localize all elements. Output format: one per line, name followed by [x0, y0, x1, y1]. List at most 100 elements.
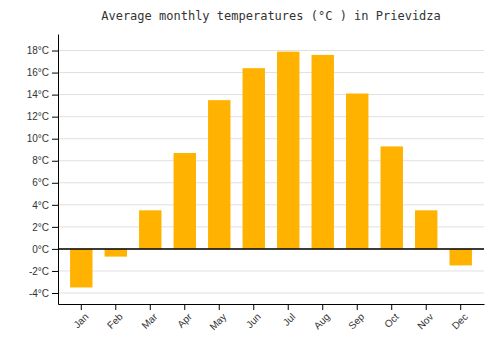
x-tick-mark [253, 304, 254, 310]
y-tick-mark [52, 139, 58, 140]
x-tick: May [207, 304, 228, 332]
bar [277, 52, 299, 249]
y-tick-label: 18°C [27, 45, 49, 56]
y-tick: 12°C [27, 111, 58, 122]
bar [243, 68, 265, 249]
y-tick: 10°C [27, 133, 58, 144]
y-tick: -4°C [29, 288, 58, 299]
bar [208, 100, 230, 249]
x-tick-label: May [207, 311, 228, 332]
x-tick-label: Sep [346, 311, 367, 332]
x-tick-label: Dec [450, 311, 470, 331]
plot-area: -4°C -2°C 0°C 2°C 4°C 6°C 8°C 10°C 12°C 14°C 16°C 1… [27, 35, 485, 333]
x-tick: Jul [281, 304, 298, 328]
y-tick-mark [52, 249, 58, 250]
y-tick: 2°C [32, 222, 58, 233]
grid-line [58, 94, 484, 95]
grid-line [58, 72, 484, 73]
zero-line [58, 248, 484, 250]
title: Average monthly temperatures (°C ) in Pr… [101, 9, 441, 23]
y-tick: 6°C [32, 177, 58, 188]
y-tick: 18°C [27, 45, 58, 56]
x-tick-mark [219, 304, 220, 310]
y-tick-label: 6°C [32, 177, 49, 188]
y-tick: 0°C [32, 244, 58, 255]
x-tick-mark [150, 304, 151, 310]
x-tick: Jun [244, 304, 263, 330]
x-tick-mark [391, 304, 392, 310]
bars [70, 52, 472, 288]
x-tick: Dec [450, 304, 470, 331]
y-tick-label: 0°C [32, 244, 49, 255]
y-tick-mark [52, 183, 58, 184]
grid-line [58, 116, 484, 117]
y-tick-label: 12°C [27, 111, 49, 122]
x-tick: Oct [382, 304, 401, 330]
x-tick-mark [426, 304, 427, 310]
x-tick-mark [184, 304, 185, 310]
x-tick-label: Jan [71, 311, 90, 330]
x-tick: Aug [312, 304, 332, 331]
bar [415, 210, 437, 249]
x-tick: Sep [346, 304, 367, 331]
y-tick-label: -2°C [29, 266, 49, 277]
x-tick-label: Feb [105, 311, 125, 331]
x-tick-mark [357, 304, 358, 310]
y-tick: 4°C [32, 200, 58, 211]
bar [312, 55, 334, 249]
y-tick-label: 8°C [32, 155, 49, 166]
y-tick: 8°C [32, 155, 58, 166]
x-tick: Mar [139, 304, 159, 331]
x-tick: Jan [71, 304, 90, 330]
x-tick-label: Aug [312, 311, 332, 331]
bar [346, 94, 368, 249]
grid-line [58, 204, 484, 205]
x-axis-line [59, 304, 485, 305]
y-tick: 14°C [27, 89, 58, 100]
x-tick: Feb [105, 304, 125, 331]
x-tick-mark [288, 304, 289, 310]
chart-container: -4°C -2°C 0°C 2°C 4°C 6°C 8°C 10°C 12°C 14°C 16°C 1… [0, 0, 500, 350]
x-tick-mark [115, 304, 116, 310]
y-tick-label: 2°C [32, 222, 49, 233]
x-tick-label: Apr [175, 311, 194, 330]
y-axis: -4°C -2°C 0°C 2°C 4°C 6°C 8°C 10°C 12°C 14°C 16°C 1… [27, 35, 59, 305]
x-tick-label: Jun [244, 311, 263, 330]
y-tick-mark [52, 227, 58, 228]
x-tick-label: Jul [281, 311, 298, 328]
grid [58, 51, 484, 293]
y-tick-label: 10°C [27, 133, 49, 144]
y-tick-mark [52, 205, 58, 206]
x-tick-mark [322, 304, 323, 310]
grid-line [58, 138, 484, 139]
y-tick-mark [52, 95, 58, 96]
y-tick-label: 16°C [27, 67, 49, 78]
x-tick-mark [81, 304, 82, 310]
x-tick-label: Oct [382, 311, 401, 330]
bar [381, 146, 403, 248]
y-axis-line [58, 35, 59, 305]
y-tick-mark [52, 117, 58, 118]
grid-line [58, 50, 484, 51]
bar [139, 210, 161, 249]
y-tick-mark [52, 271, 58, 272]
grid-line [58, 270, 484, 271]
grid-line [58, 182, 484, 183]
bar [450, 249, 472, 266]
x-tick-mark [460, 304, 461, 310]
x-tick-label: Mar [139, 311, 159, 331]
bar [70, 249, 92, 288]
x-tick-label: Nov [415, 311, 435, 331]
y-tick-label: -4°C [29, 288, 49, 299]
chart-svg: -4°C -2°C 0°C 2°C 4°C 6°C 8°C 10°C 12°C 14°C 16°C 1… [0, 0, 500, 350]
y-tick-mark [52, 293, 58, 294]
x-tick: Nov [415, 304, 435, 331]
y-tick-mark [52, 73, 58, 74]
grid-line [58, 160, 484, 161]
grid-line [58, 248, 484, 249]
bar [174, 153, 196, 249]
y-tick: 16°C [27, 67, 58, 78]
y-tick-mark [52, 161, 58, 162]
x-axis: Jan Feb Mar Apr May Jun Jul Aug Sep Oct Nov Dec [59, 304, 485, 332]
x-tick: Apr [175, 304, 194, 330]
